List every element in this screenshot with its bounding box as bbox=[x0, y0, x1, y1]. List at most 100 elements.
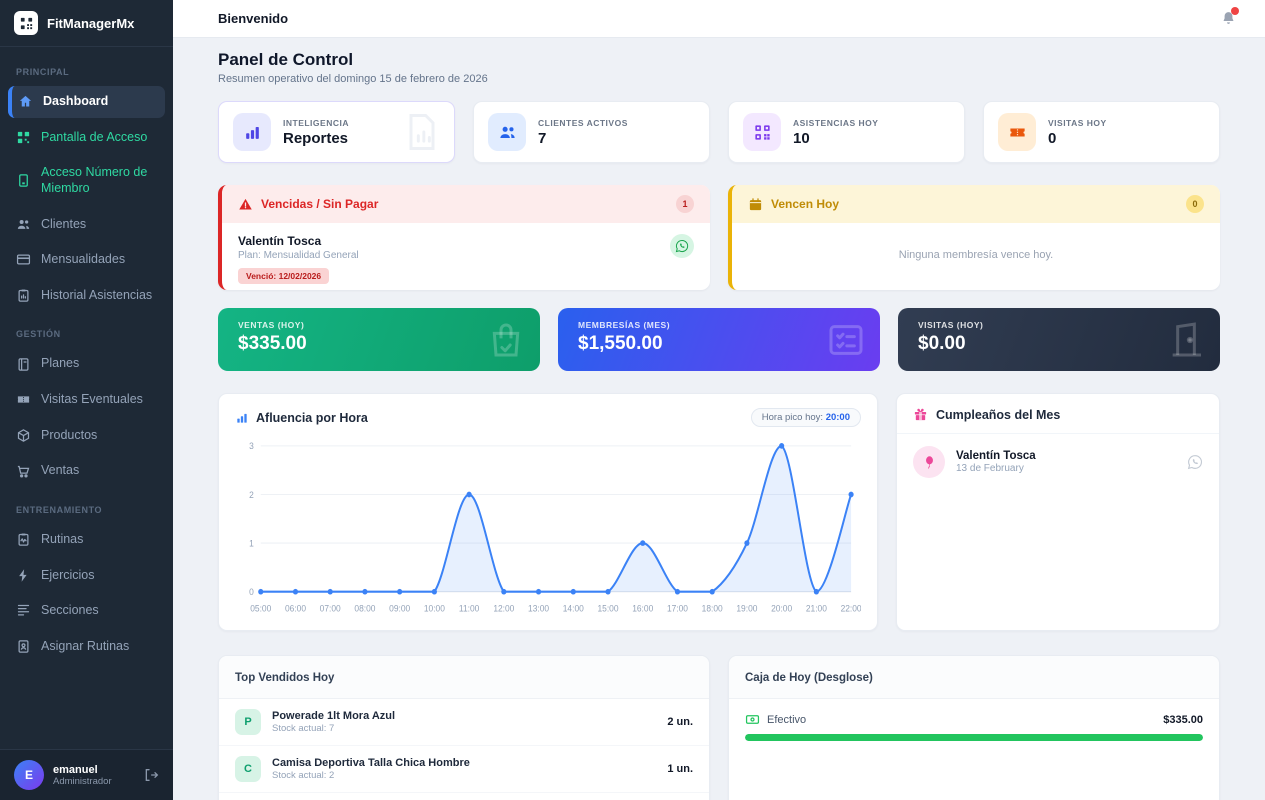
sidebar-item-secciones[interactable]: Secciones bbox=[8, 595, 165, 627]
sidebar-item-label: Rutinas bbox=[41, 531, 84, 546]
sidebar-item-ventas[interactable]: Ventas bbox=[8, 455, 165, 487]
stat-card-asistencias-hoy: ASISTENCIAS HOY 10 bbox=[728, 101, 965, 163]
bottom-row: Top Vendidos Hoy P Powerade 1lt Mora Azu… bbox=[218, 655, 1220, 800]
sidebar-item-rutinas[interactable]: Rutinas bbox=[8, 524, 165, 556]
svg-text:19:00: 19:00 bbox=[736, 603, 757, 613]
warning-triangle-icon bbox=[239, 198, 252, 209]
birthday-member-name: Valentín Tosca bbox=[956, 450, 1036, 462]
bar-chart-icon bbox=[233, 113, 271, 151]
product-name: Camisa Deportiva Talla Chica Hombre bbox=[272, 757, 470, 769]
peak-hour-pill: Hora pico hoy: 20:00 bbox=[750, 408, 861, 427]
whatsapp-icon[interactable] bbox=[1187, 454, 1203, 470]
qr-code-icon bbox=[743, 113, 781, 151]
whatsapp-button[interactable] bbox=[670, 234, 694, 258]
sidebar-item-mensualidades[interactable]: Mensualidades bbox=[8, 244, 165, 276]
brand-name: FitManagerMx bbox=[47, 15, 135, 31]
topbar: Bienvenido bbox=[173, 0, 1265, 38]
stat-card-reportes[interactable]: INTELIGENCIA Reportes bbox=[218, 101, 455, 163]
cash-breakdown-header: Caja de Hoy (Desglose) bbox=[729, 656, 1219, 699]
due-today-title: Vencen Hoy bbox=[771, 197, 840, 211]
product-row: B Barra Energética Stock actual: 15 1 un… bbox=[219, 793, 709, 800]
svg-text:14:00: 14:00 bbox=[563, 603, 584, 613]
sidebar-item-pantalla-de-acceso[interactable]: Pantalla de Acceso bbox=[8, 122, 165, 154]
birthdays-title: Cumpleaños del Mes bbox=[936, 407, 1061, 422]
sidebar-item-clientes[interactable]: Clientes bbox=[8, 209, 165, 241]
topbar-title: Bienvenido bbox=[218, 11, 289, 26]
page-subtitle: Resumen operativo del domingo 15 de febr… bbox=[218, 73, 488, 85]
sidebar-item-asignar-rutinas[interactable]: Asignar Rutinas bbox=[8, 631, 165, 663]
keypad-icon bbox=[19, 174, 28, 188]
user-name: emanuel bbox=[53, 763, 98, 776]
money-value: $0.00 bbox=[918, 333, 966, 354]
top-sold-header: Top Vendidos Hoy bbox=[219, 656, 709, 699]
sidebar-item-label: Asignar Rutinas bbox=[41, 638, 130, 653]
sidebar-item-planes[interactable]: Planes bbox=[8, 348, 165, 380]
cash-breakdown-title: Caja de Hoy (Desglose) bbox=[745, 672, 873, 684]
svg-text:16:00: 16:00 bbox=[632, 603, 653, 613]
top-sold-card: Top Vendidos Hoy P Powerade 1lt Mora Azu… bbox=[218, 655, 710, 800]
logout-icon[interactable] bbox=[143, 767, 159, 783]
sidebar-item-visitas-eventuales[interactable]: Visitas Eventuales bbox=[8, 384, 165, 416]
sidebar-item-dashboard[interactable]: Dashboard bbox=[8, 86, 165, 118]
product-stock: Stock actual: 2 bbox=[272, 770, 335, 781]
svg-text:06:00: 06:00 bbox=[285, 603, 306, 613]
qr-scan-icon bbox=[17, 131, 30, 144]
member-name: Valentín Tosca bbox=[238, 234, 322, 248]
book-user-icon bbox=[18, 640, 29, 653]
overdue-title: Vencidas / Sin Pagar bbox=[261, 197, 379, 211]
svg-text:08:00: 08:00 bbox=[354, 603, 375, 613]
svg-text:3: 3 bbox=[249, 441, 254, 451]
bolt-icon bbox=[19, 569, 27, 582]
visits-today-card: VISITAS (HOY) $0.00 bbox=[898, 308, 1220, 371]
main-area: Bienvenido Panel de Control Resumen oper… bbox=[173, 0, 1265, 800]
birthdays-header: Cumpleaños del Mes bbox=[897, 394, 1219, 434]
due-today-card-header: Vencen Hoy 0 bbox=[732, 185, 1220, 223]
dashboard-content: Panel de Control Resumen operativo del d… bbox=[173, 38, 1265, 800]
page-title: Panel de Control bbox=[218, 50, 354, 69]
due-today-empty-message: Ninguna membresía vence hoy. bbox=[898, 249, 1054, 261]
gift-icon bbox=[914, 408, 927, 421]
stat-label: INTELIGENCIA bbox=[283, 117, 349, 128]
money-label: VENTAS (HOY) bbox=[238, 320, 305, 330]
money-label: VISITAS (HOY) bbox=[918, 320, 984, 330]
money-row: VENTAS (HOY) $335.00 MEMBRESÍAS (MES) $1… bbox=[218, 308, 1220, 371]
overdue-card-header: Vencidas / Sin Pagar 1 bbox=[222, 185, 710, 223]
checklist-card-icon bbox=[829, 324, 863, 355]
sidebar-item-acceso-numero-miembro[interactable]: Acceso Número de Miembro bbox=[8, 157, 165, 204]
sales-today-card: VENTAS (HOY) $335.00 bbox=[218, 308, 540, 371]
cash-bar-fill bbox=[745, 734, 1203, 741]
sidebar-item-label: Dashboard bbox=[43, 94, 109, 108]
notifications-bell-icon[interactable] bbox=[1220, 7, 1239, 27]
top-sold-title: Top Vendidos Hoy bbox=[235, 672, 335, 684]
cash-method-value: $335.00 bbox=[1163, 713, 1203, 726]
ticket-icon bbox=[17, 396, 30, 403]
stat-value: 7 bbox=[538, 129, 547, 147]
sidebar-item-historial-asistencias[interactable]: Historial Asistencias bbox=[8, 280, 165, 312]
product-row: P Powerade 1lt Mora Azul Stock actual: 7… bbox=[219, 699, 709, 746]
door-icon bbox=[1172, 321, 1201, 356]
overdue-card: Vencidas / Sin Pagar 1 Valentín Tosca Pl… bbox=[218, 185, 710, 290]
product-initial-badge: C bbox=[235, 756, 261, 782]
chart-title: Afluencia por Hora bbox=[256, 410, 368, 425]
sidebar-item-productos[interactable]: Productos bbox=[8, 420, 165, 452]
birthdays-card: Cumpleaños del Mes Valentín Tosca 13 de … bbox=[896, 393, 1220, 631]
svg-text:18:00: 18:00 bbox=[702, 603, 723, 613]
svg-text:12:00: 12:00 bbox=[493, 603, 514, 613]
user-role: Administrador bbox=[53, 775, 112, 787]
svg-text:11:00: 11:00 bbox=[459, 603, 479, 613]
svg-text:17:00: 17:00 bbox=[667, 603, 688, 613]
cash-row: Efectivo $335.00 bbox=[729, 699, 1219, 747]
sidebar-item-ejercicios[interactable]: Ejercicios bbox=[8, 560, 165, 592]
affluence-line-chart: 0 1 2 3 05:00 06:00 07:00 08:00 09:00 10:00 11:00 1… bbox=[249, 441, 861, 614]
section-label-gestion: GESTIÓN bbox=[16, 329, 61, 340]
svg-text:22:00: 22:00 bbox=[841, 603, 861, 613]
sidebar-item-label: Mensualidades bbox=[41, 252, 126, 267]
brand: FitManagerMx bbox=[0, 0, 173, 47]
cash-bar-track bbox=[745, 734, 1203, 741]
svg-text:20:00: 20:00 bbox=[771, 603, 792, 613]
overdue-member-row: Valentín Tosca Plan: Mensualidad General… bbox=[222, 223, 710, 290]
sidebar-item-label: Ventas bbox=[41, 463, 80, 478]
stat-value: 0 bbox=[1048, 129, 1057, 147]
expired-date-badge: Venció: 12/02/2026 bbox=[238, 268, 330, 284]
stat-label: ASISTENCIAS HOY bbox=[793, 117, 879, 128]
